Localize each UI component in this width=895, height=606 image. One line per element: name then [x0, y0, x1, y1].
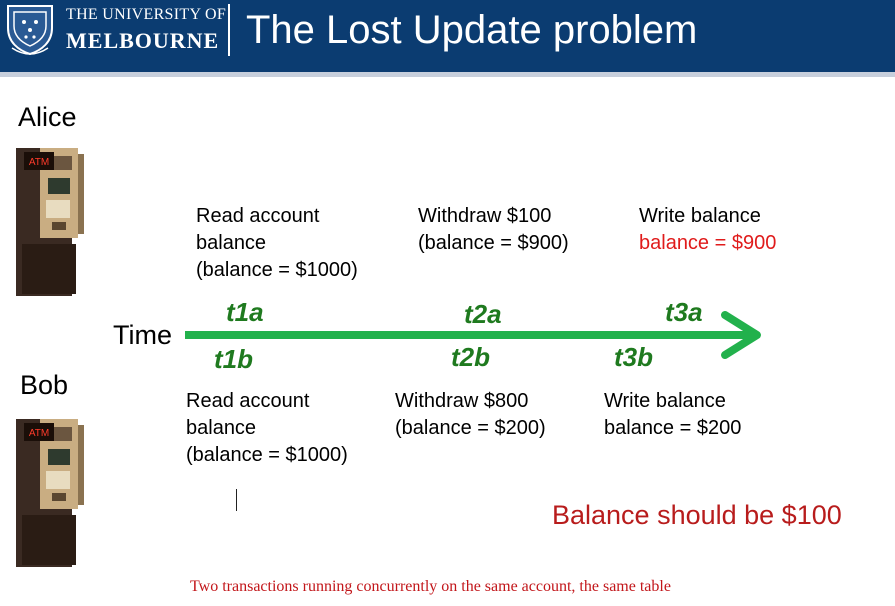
- alice-step3-text: Write balance: [639, 205, 761, 227]
- time-label-t2a: t2a: [464, 299, 502, 329]
- bob-step2-text: Withdraw $800 (balance = $200): [395, 390, 546, 439]
- atm-machine-icon: ATM: [16, 148, 84, 296]
- atm-screen-label: ATM: [29, 428, 49, 439]
- time-label-t1a: t1a: [226, 297, 264, 327]
- bob-step3-text: Write balance balance = $200: [604, 390, 742, 439]
- bob-label: Bob: [20, 370, 69, 400]
- alice-label: Alice: [18, 102, 77, 132]
- header-bar: THE UNIVERSITY OF MELBOURNE The Lost Upd…: [0, 0, 895, 72]
- logo-divider: [228, 4, 230, 56]
- university-name-bottom: MELBOURNE: [66, 28, 220, 53]
- time-axis-label: Time: [113, 320, 172, 350]
- bob-step1-text: Read account balance (balance = $1000): [186, 390, 348, 466]
- atm-screen-label: ATM: [29, 157, 49, 168]
- alice-step1-text: Read account balance (balance = $1000): [196, 205, 358, 281]
- time-label-t2b: t2b: [451, 342, 490, 372]
- time-label-t1b: t1b: [214, 344, 253, 374]
- university-crest-logo: [7, 5, 53, 56]
- text-cursor: [236, 489, 237, 511]
- timeline-arrow: [185, 311, 761, 359]
- conclusion-text: Balance should be $100: [552, 500, 842, 530]
- alice-step2-text: Withdraw $100 (balance = $900): [418, 205, 569, 254]
- atm-machine-icon: ATM: [16, 419, 84, 567]
- header-underline: [0, 72, 895, 77]
- slide-caption: Two transactions running concurrently on…: [190, 578, 671, 595]
- slide-title: The Lost Update problem: [246, 8, 698, 52]
- university-name-top: THE UNIVERSITY OF: [66, 6, 227, 23]
- alice-write-result: balance = $900: [639, 232, 777, 254]
- time-label-t3a: t3a: [665, 297, 703, 327]
- time-label-t3b: t3b: [614, 342, 653, 372]
